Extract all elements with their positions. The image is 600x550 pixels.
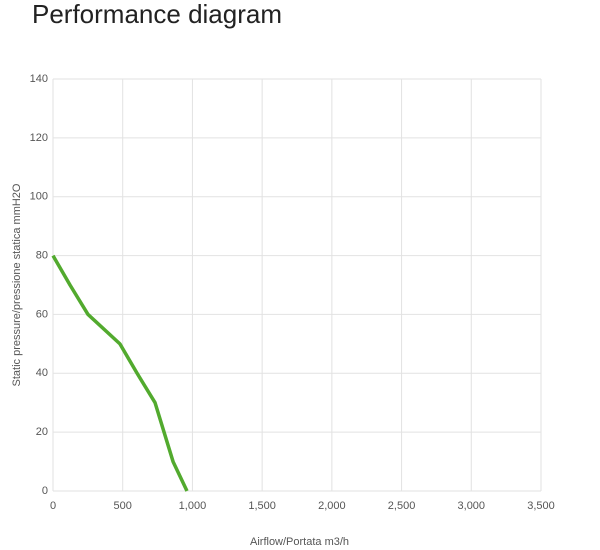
x-tick-label: 0	[50, 500, 56, 512]
chart-title: Performance diagram	[32, 0, 282, 29]
y-tick-label: 100	[30, 191, 48, 203]
y-tick-label: 120	[30, 132, 48, 144]
y-tick-label: 140	[30, 73, 48, 85]
x-tick-label: 3,500	[527, 500, 555, 512]
x-tick-label: 1,000	[179, 500, 207, 512]
data-line	[51, 254, 189, 492]
x-tick-label: 2,500	[388, 500, 416, 512]
y-tick-label: 60	[36, 308, 48, 320]
x-tick-label: 1,500	[248, 500, 276, 512]
y-tick-label: 80	[36, 249, 48, 261]
y-tick-label: 20	[36, 426, 48, 438]
x-tick-label: 3,000	[458, 500, 486, 512]
y-axis-label: Static pressure/pressione statica mmH2O	[11, 183, 23, 386]
y-tick-label: 40	[36, 367, 48, 379]
y-tick-label: 0	[42, 485, 48, 497]
x-tick-label: 2,000	[318, 500, 346, 512]
x-axis-label: Airflow/Portata m3/h	[250, 536, 349, 548]
x-tick-label: 500	[114, 500, 132, 512]
